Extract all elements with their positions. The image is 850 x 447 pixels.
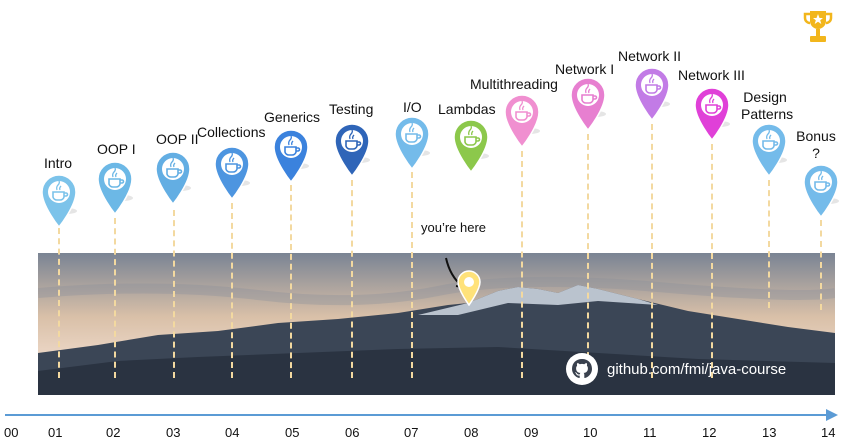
map-pin-icon	[751, 123, 787, 178]
axis-tick-label: 02	[106, 425, 121, 440]
axis-tick-label: 10	[583, 425, 598, 440]
milestone-label: Network I	[555, 61, 615, 77]
guide-line	[173, 210, 175, 378]
map-pin-icon	[803, 164, 839, 219]
java-cup-icon	[464, 136, 481, 146]
here-pin-shape	[457, 270, 481, 306]
mountain-banner	[38, 253, 835, 395]
milestone-label: Multithreading	[470, 76, 558, 92]
you-are-here-pin-icon	[457, 270, 481, 306]
map-pin-icon	[97, 161, 133, 216]
map-pin-icon	[394, 116, 430, 171]
java-cup-icon	[225, 163, 242, 173]
axis-tick-label: 09	[524, 425, 539, 440]
milestone-label: Network III	[678, 67, 745, 83]
guide-line	[768, 180, 770, 308]
milestone-label: Generics	[264, 109, 321, 125]
axis-tick-label: 07	[404, 425, 419, 440]
map-pin-icon	[504, 94, 540, 149]
java-cup-icon	[345, 140, 362, 150]
milestone-label: Lambdas	[438, 101, 496, 117]
java-cup-icon	[284, 146, 301, 156]
java-cup-icon	[405, 133, 422, 143]
map-pin-icon	[334, 123, 370, 178]
guide-line	[231, 203, 233, 378]
github-link[interactable]: github.com/fmi/java-course	[565, 352, 786, 386]
map-pin-icon	[453, 119, 489, 174]
milestone-label: I/O	[403, 99, 422, 115]
axis-tick-label: 06	[345, 425, 360, 440]
guide-line	[411, 172, 413, 378]
axis-tick-label: 08	[464, 425, 479, 440]
java-cup-icon	[705, 104, 722, 114]
java-cup-icon	[645, 84, 662, 94]
timeline-axis	[5, 409, 838, 421]
guide-line	[651, 124, 653, 378]
milestone-label: Design Patterns	[741, 89, 794, 122]
axis-tick-label: 03	[166, 425, 181, 440]
java-cup-icon	[762, 140, 779, 150]
github-url: github.com/fmi/java-course	[607, 360, 787, 378]
java-cup-icon	[814, 181, 831, 191]
guide-line	[351, 180, 353, 378]
axis-tick-label: 05	[285, 425, 300, 440]
milestone-label: Testing	[329, 101, 374, 117]
java-cup-icon	[166, 168, 183, 178]
you-are-here-label: you’re here	[421, 220, 487, 235]
axis-tick-label: 04	[225, 425, 240, 440]
axis-tick-label: 01	[48, 425, 63, 440]
guide-line	[820, 220, 822, 310]
milestone-label: Bonus ?	[796, 128, 836, 161]
guide-line	[114, 218, 116, 378]
map-pin-icon	[41, 174, 77, 229]
trophy-icon	[803, 11, 833, 42]
map-pin-icon	[273, 129, 309, 184]
axis-tick-label: 13	[762, 425, 777, 440]
map-pin-icon	[634, 67, 670, 122]
guide-line	[290, 185, 292, 378]
axis-tick-label: 14	[821, 425, 836, 440]
java-cup-icon	[108, 178, 125, 188]
guide-line	[587, 134, 589, 378]
map-pin-icon	[155, 151, 191, 206]
milestone-label: Network II	[618, 48, 682, 64]
java-cup-icon	[52, 191, 69, 201]
axis-tick-label: 00	[4, 425, 19, 440]
map-pin-icon	[570, 77, 606, 132]
java-cup-icon	[581, 94, 598, 104]
milestone-label: Intro	[44, 155, 73, 171]
guide-line	[711, 144, 713, 378]
guide-line	[58, 228, 60, 378]
axis-tick-label: 11	[643, 425, 657, 440]
map-pin-icon	[694, 87, 730, 142]
java-cup-icon	[515, 111, 532, 121]
guide-line	[521, 151, 523, 378]
milestone-label: Collections	[197, 124, 266, 140]
github-icon	[566, 353, 598, 385]
milestone-label: OOP II	[156, 131, 199, 147]
axis-tick-label: 12	[702, 425, 717, 440]
milestone-label: OOP I	[97, 141, 136, 157]
map-pin-icon	[214, 146, 250, 201]
